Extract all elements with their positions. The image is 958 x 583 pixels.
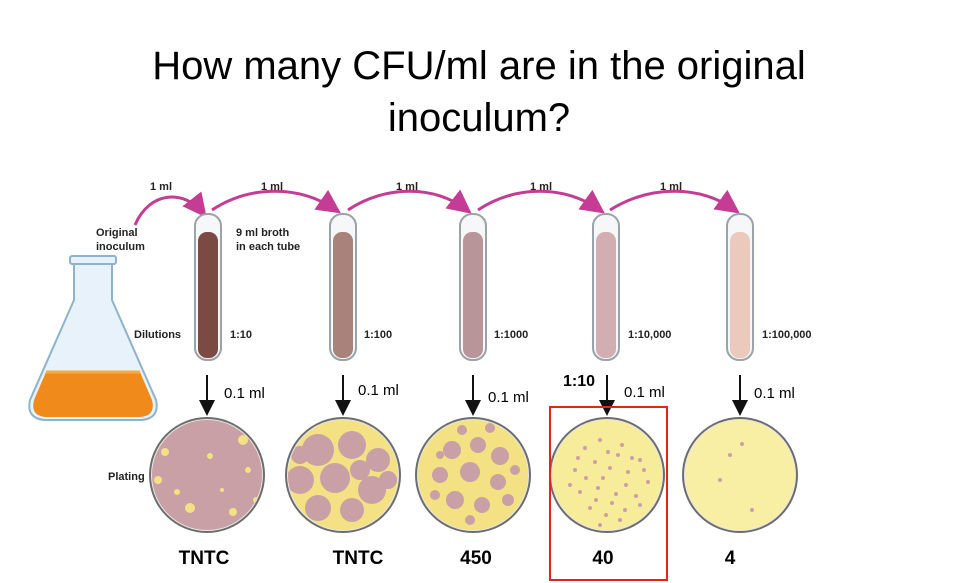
title-line-2: inoculum? <box>387 96 571 140</box>
dilutions-label: Dilutions <box>134 329 181 341</box>
dilution-label-2: 1:1000 <box>494 329 528 341</box>
volume-label-2: 0.1 ml <box>488 389 529 406</box>
count-label-2: 450 <box>460 548 492 569</box>
volume-label-0: 0.1 ml <box>224 385 265 402</box>
dilution-label-0: 1:10 <box>230 329 252 341</box>
highlight-box <box>549 406 668 581</box>
transfer-label-1: 1 ml <box>261 181 283 193</box>
transfer-arrow-3 <box>477 189 605 214</box>
transfer-arrow-4 <box>609 189 740 214</box>
plate-0 <box>149 417 265 533</box>
volume-label-3: 0.1 ml <box>624 384 665 401</box>
transfer-arrow-2 <box>347 189 472 214</box>
broth-label-1: 9 ml broth <box>236 227 289 239</box>
count-label-0: TNTC <box>178 548 230 569</box>
broth-label-2: in each tube <box>236 241 300 253</box>
tube-4 <box>726 213 754 361</box>
plate-3 <box>549 417 665 533</box>
count-label-4: 4 <box>724 548 736 569</box>
flask-icon <box>28 255 158 421</box>
transfer-label-0: 1 ml <box>150 181 172 193</box>
tube-1 <box>329 213 357 361</box>
count-label-1: TNTC <box>332 548 384 569</box>
dilution-label-3: 1:10,000 <box>628 329 671 341</box>
original-inoculum-label-1: Original <box>96 227 138 239</box>
highlight-note: 1:10 <box>563 373 595 390</box>
transfer-arrow-1 <box>211 189 341 214</box>
plating-label: Plating <box>108 471 145 483</box>
transfer-label-3: 1 ml <box>530 181 552 193</box>
volume-label-4: 0.1 ml <box>754 385 795 402</box>
volume-label-1: 0.1 ml <box>358 382 399 399</box>
dilution-label-4: 1:100,000 <box>762 329 812 341</box>
tube-3 <box>592 213 620 361</box>
transfer-arrow-0 <box>133 191 207 226</box>
plate-4 <box>682 417 798 533</box>
count-label-3: 40 <box>592 548 614 569</box>
plate-1 <box>285 417 401 533</box>
page-title: How many CFU/ml are in the original inoc… <box>0 40 958 144</box>
tube-0 <box>194 213 222 361</box>
dilution-label-1: 1:100 <box>364 329 392 341</box>
original-inoculum-label-2: inoculum <box>96 241 145 253</box>
plate-2 <box>415 417 531 533</box>
title-line-1: How many CFU/ml are in the original <box>152 44 806 88</box>
transfer-label-2: 1 ml <box>396 181 418 193</box>
tube-2 <box>459 213 487 361</box>
transfer-label-4: 1 ml <box>660 181 682 193</box>
